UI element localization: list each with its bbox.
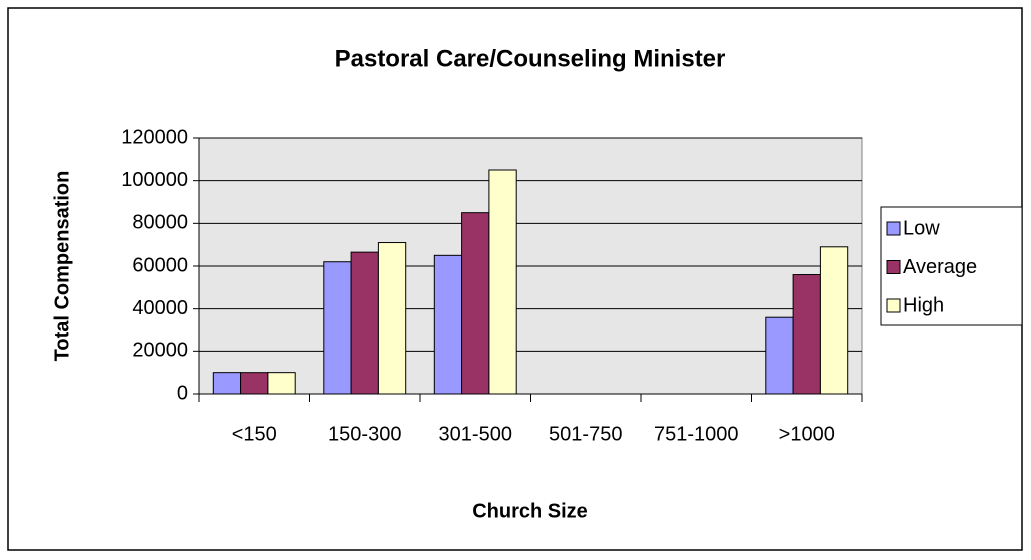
- y-tick-label: 0: [177, 382, 188, 404]
- legend-swatch: [886, 221, 901, 236]
- legend-label: Low: [903, 217, 940, 239]
- y-tick-label: 20000: [132, 340, 188, 362]
- bar: [792, 274, 821, 395]
- y-axis-title: Total Compensation: [51, 171, 73, 362]
- legend-swatch: [886, 298, 901, 313]
- bar: [488, 169, 517, 395]
- y-tick-label: 80000: [132, 212, 188, 234]
- bar: [323, 261, 352, 395]
- x-tick-label: 751-1000: [654, 423, 739, 445]
- bar: [461, 212, 490, 395]
- y-tick-label: 120000: [121, 126, 188, 148]
- y-tick-label: 60000: [132, 254, 188, 276]
- bar: [765, 316, 794, 395]
- x-tick-label: 150-300: [328, 423, 401, 445]
- bar: [240, 372, 269, 395]
- legend-label: Average: [903, 256, 977, 278]
- x-tick-label: >1000: [779, 423, 835, 445]
- y-tick-label: 100000: [121, 169, 188, 191]
- bar: [267, 372, 296, 395]
- bar: [212, 372, 242, 395]
- legend: [880, 206, 1023, 326]
- legend-label: High: [903, 294, 944, 316]
- bar: [433, 254, 463, 395]
- legend-swatch: [886, 260, 901, 274]
- bar: [819, 246, 849, 395]
- bar: [350, 251, 379, 395]
- bar: [377, 242, 407, 395]
- chart-title: Pastoral Care/Counseling Minister: [335, 45, 726, 72]
- x-tick-label: <150: [232, 423, 277, 445]
- x-axis-title: Church Size: [472, 500, 588, 522]
- y-tick-label: 40000: [132, 297, 188, 319]
- x-tick-label: 301-500: [439, 423, 512, 445]
- x-tick-label: 501-750: [549, 423, 622, 445]
